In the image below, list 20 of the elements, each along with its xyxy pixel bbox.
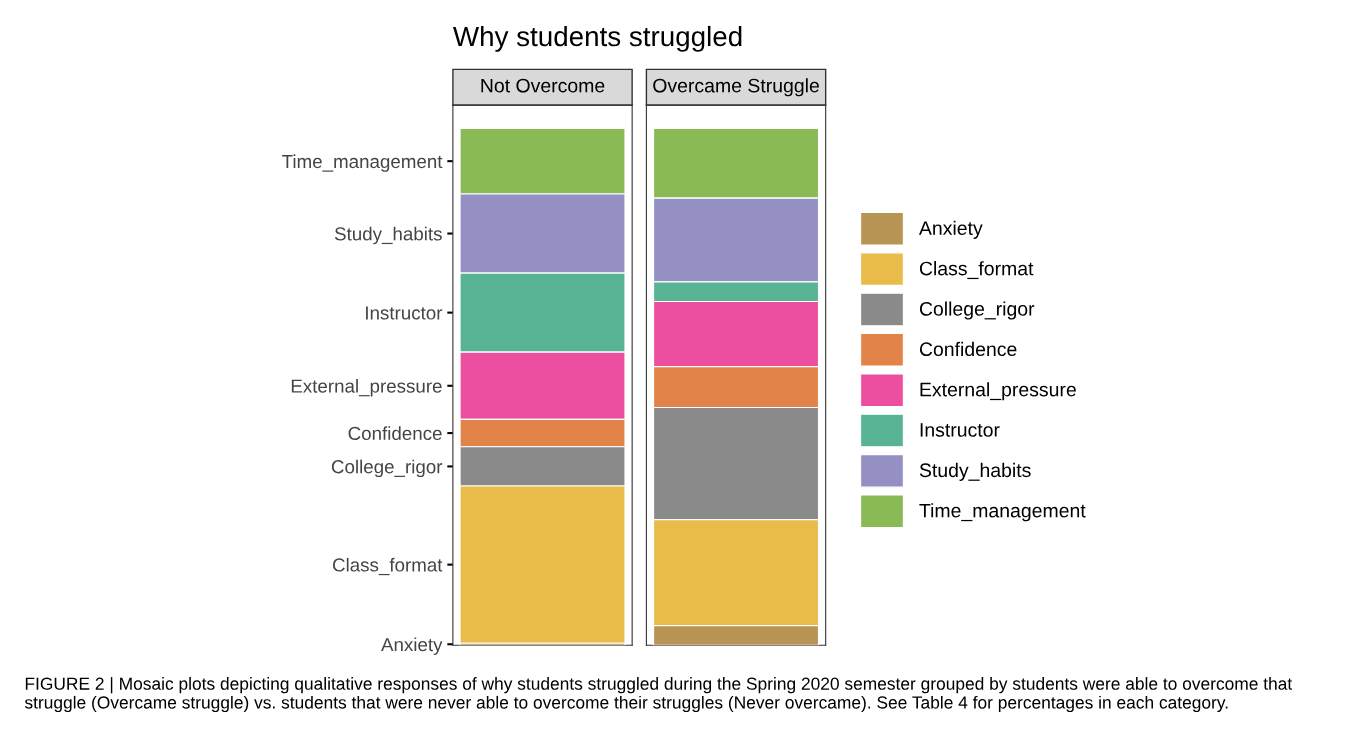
legend-label: Class_format bbox=[919, 261, 1034, 280]
legend-label: Anxiety bbox=[918, 220, 983, 239]
legend-label: External_pressure bbox=[920, 382, 1076, 401]
caption: FIGURE 2 | Mosaic plots depicting qualitative responses of why students struggled during the Spring 2020 semester grouped by students were able to overcome that struggle (Overcame struggle) vs. students that were never able to overcome their struggles (Never overcame). See Table 4 for percentages in each category. bbox=[24, 677, 1293, 713]
legend-label: Time_management bbox=[919, 503, 1086, 522]
text: College_rigor bbox=[331, 459, 443, 478]
text: Anxiety bbox=[381, 637, 443, 655]
legend-label: College_rigor bbox=[919, 301, 1035, 320]
text: Time_management bbox=[282, 154, 443, 172]
text: Confidence bbox=[348, 426, 442, 441]
x-tick-label: Overcame Struggle bbox=[653, 78, 819, 97]
chart-title: Why students struggled bbox=[453, 25, 742, 52]
x-tick-label: Not Overcome bbox=[481, 78, 605, 93]
legend-label: Confidence bbox=[919, 341, 1017, 357]
legend-label: Instructor bbox=[920, 423, 1000, 437]
legend-label: Study_habits bbox=[919, 462, 1031, 481]
text: Instructor bbox=[366, 306, 443, 320]
text: Study_habits bbox=[334, 226, 442, 245]
text: Class_format bbox=[332, 557, 443, 576]
text: External_pressure bbox=[291, 378, 442, 397]
